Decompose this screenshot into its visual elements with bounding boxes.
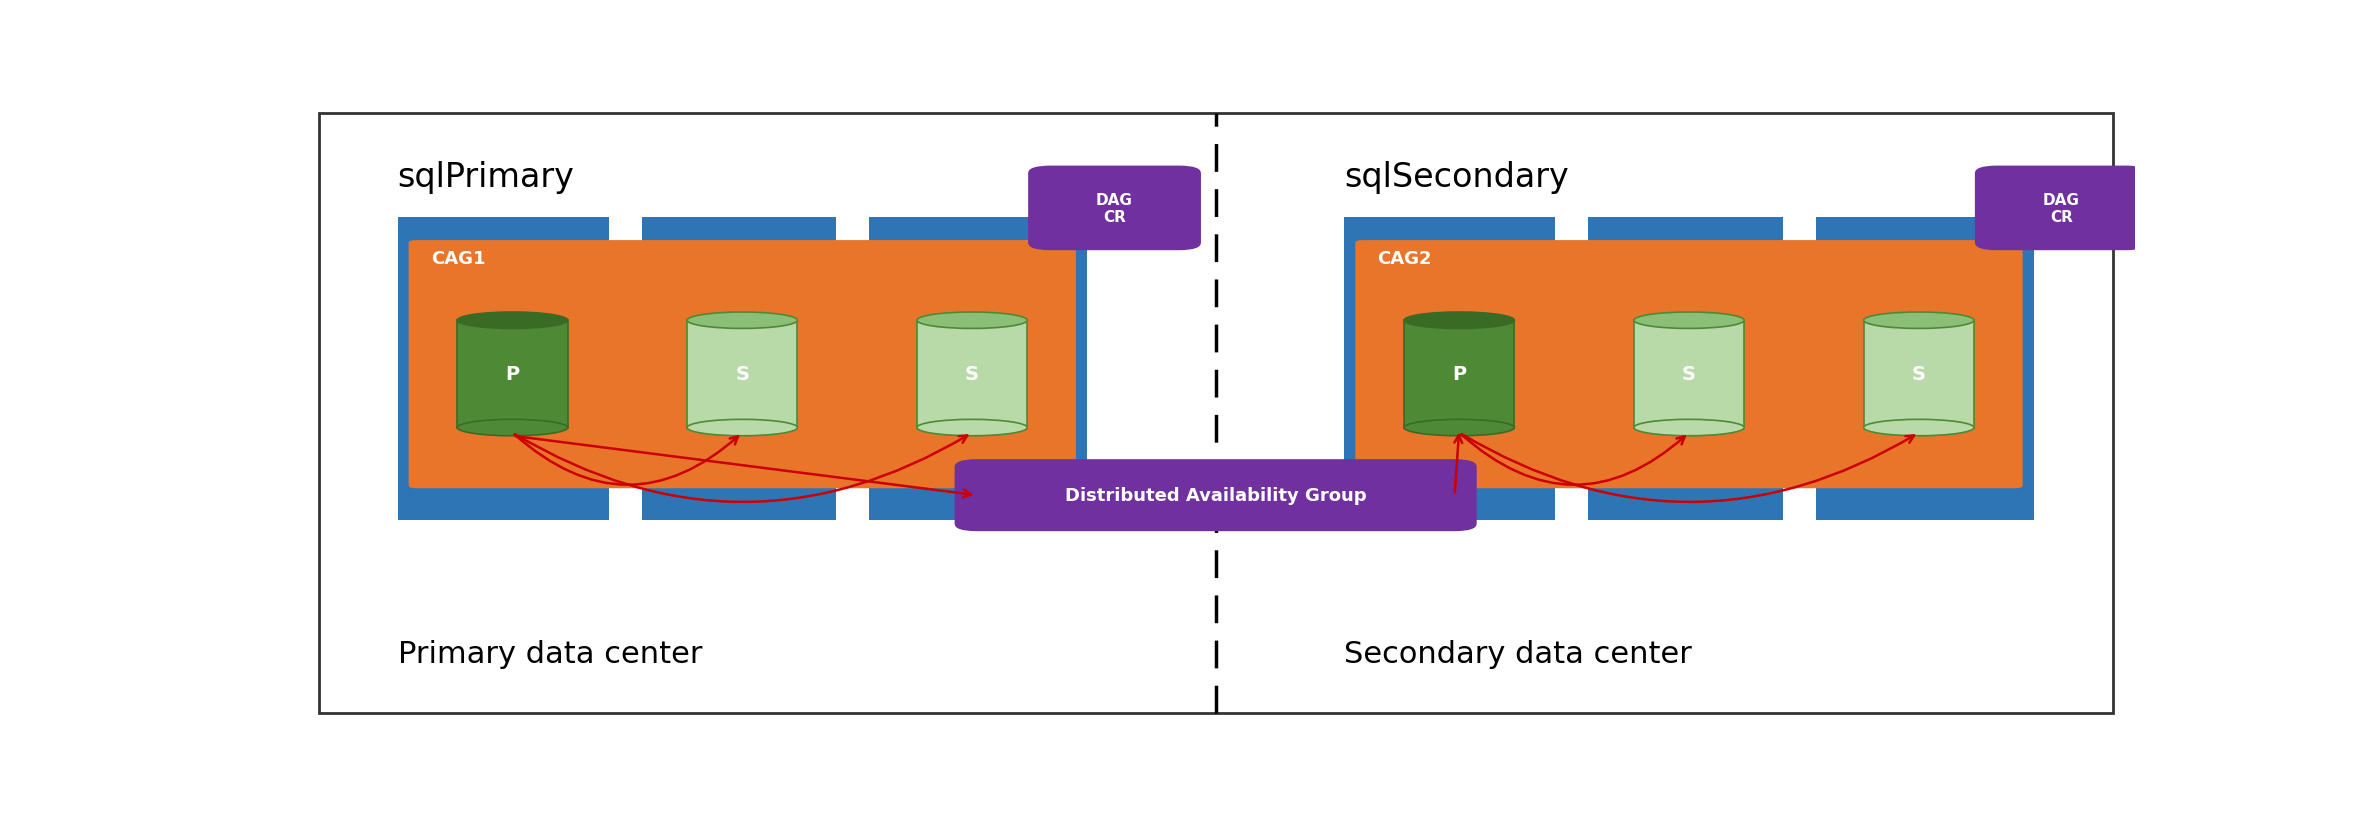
Ellipse shape	[1864, 420, 1974, 437]
Text: CAG2: CAG2	[1378, 250, 1433, 268]
Bar	[1404, 321, 1513, 428]
FancyBboxPatch shape	[1354, 241, 2023, 489]
FancyBboxPatch shape	[954, 459, 1478, 532]
Text: S: S	[965, 365, 980, 384]
Text: CAG1: CAG1	[432, 250, 486, 268]
FancyBboxPatch shape	[1027, 166, 1200, 251]
Bar	[835, 218, 868, 521]
Ellipse shape	[1404, 420, 1513, 437]
Text: sqlSecondary: sqlSecondary	[1345, 161, 1570, 193]
Ellipse shape	[1634, 420, 1743, 437]
Text: S: S	[735, 365, 750, 384]
Text: Primary data center: Primary data center	[398, 639, 702, 667]
Bar	[688, 321, 797, 428]
Bar	[1634, 321, 1743, 428]
FancyBboxPatch shape	[1976, 166, 2147, 251]
Ellipse shape	[1404, 313, 1513, 329]
Ellipse shape	[458, 420, 567, 437]
Text: sqlPrimary: sqlPrimary	[398, 161, 574, 193]
Bar	[1864, 321, 1974, 428]
Text: S: S	[1912, 365, 1926, 384]
Text: P: P	[1452, 365, 1466, 384]
Bar	[1556, 218, 1589, 521]
Bar	[918, 321, 1027, 428]
Bar	[610, 218, 643, 521]
Bar	[1784, 218, 1817, 521]
Text: DAG
CR: DAG CR	[2042, 192, 2080, 225]
Text: Distributed Availability Group: Distributed Availability Group	[1065, 486, 1366, 505]
Ellipse shape	[1864, 313, 1974, 329]
Text: DAG
CR: DAG CR	[1096, 192, 1134, 225]
Bar	[1345, 218, 2033, 521]
Ellipse shape	[458, 313, 567, 329]
Text: S: S	[1682, 365, 1696, 384]
Ellipse shape	[688, 420, 797, 437]
Ellipse shape	[1634, 313, 1743, 329]
Ellipse shape	[688, 313, 797, 329]
Bar	[398, 218, 1086, 521]
Ellipse shape	[918, 313, 1027, 329]
Text: P: P	[505, 365, 519, 384]
FancyBboxPatch shape	[408, 241, 1077, 489]
Text: Secondary data center: Secondary data center	[1345, 639, 1691, 667]
Ellipse shape	[918, 420, 1027, 437]
Bar	[458, 321, 567, 428]
